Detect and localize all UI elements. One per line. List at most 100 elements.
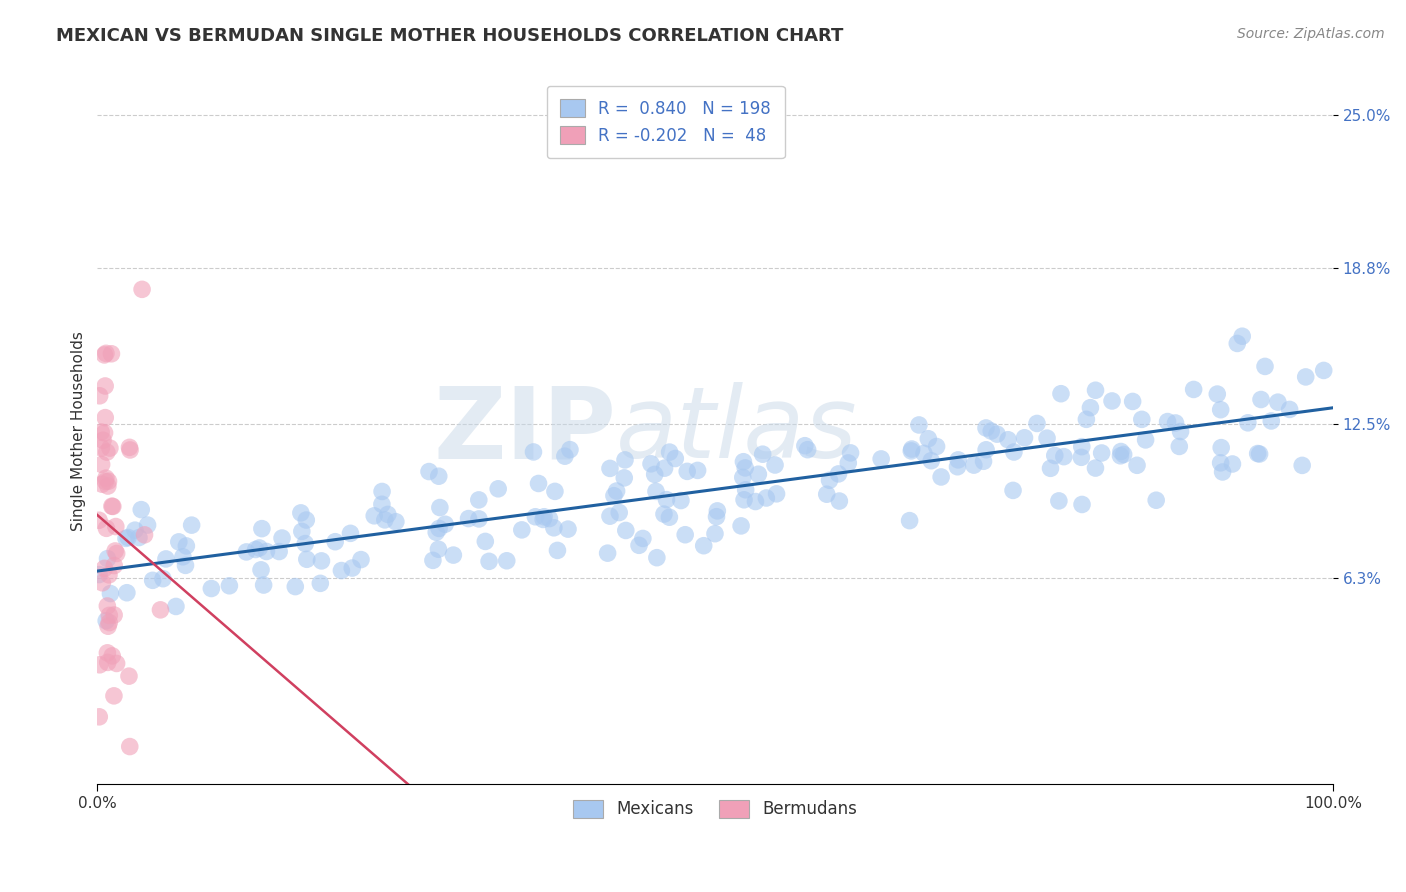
Point: [693, 539, 716, 553]
Point: [374, 513, 396, 527]
Point: [744, 494, 766, 508]
Point: [100, 586, 122, 600]
Point: [1080, 401, 1102, 415]
Point: [350, 552, 373, 566]
Point: [1267, 395, 1289, 409]
Point: [1070, 450, 1092, 465]
Point: [974, 442, 997, 457]
Point: [543, 521, 565, 535]
Point: [654, 461, 676, 475]
Point: [120, 442, 142, 457]
Point: [129, 502, 152, 516]
Point: [733, 492, 755, 507]
Point: [706, 504, 728, 518]
Point: [1091, 446, 1114, 460]
Point: [1260, 414, 1282, 428]
Point: [172, 549, 194, 564]
Point: [751, 447, 773, 461]
Point: [1222, 457, 1244, 471]
Point: [531, 512, 554, 526]
Point: [104, 519, 127, 533]
Point: [117, 531, 139, 545]
Point: [796, 442, 818, 457]
Point: [89, 710, 111, 724]
Point: [1247, 446, 1270, 460]
Point: [839, 446, 862, 460]
Point: [1209, 402, 1232, 417]
Point: [363, 508, 385, 523]
Point: [730, 519, 752, 533]
Point: [103, 607, 125, 622]
Point: [429, 500, 451, 515]
Point: [89, 657, 111, 672]
Point: [165, 599, 187, 614]
Point: [323, 534, 346, 549]
Point: [101, 500, 124, 514]
Point: [557, 522, 579, 536]
Point: [997, 433, 1019, 447]
Point: [1002, 445, 1025, 459]
Point: [1014, 431, 1036, 445]
Point: [628, 538, 651, 552]
Point: [295, 513, 318, 527]
Point: [734, 483, 756, 497]
Point: [118, 739, 141, 754]
Point: [1109, 449, 1132, 463]
Point: [250, 522, 273, 536]
Point: [427, 542, 450, 557]
Point: [91, 477, 114, 491]
Point: [94, 475, 117, 489]
Point: [900, 442, 922, 456]
Point: [247, 541, 270, 555]
Point: [870, 451, 893, 466]
Point: [434, 517, 457, 532]
Point: [1211, 441, 1233, 455]
Point: [90, 425, 112, 439]
Point: [1232, 329, 1254, 343]
Point: [1047, 494, 1070, 508]
Point: [704, 526, 727, 541]
Point: [98, 441, 121, 455]
Point: [290, 506, 312, 520]
Point: [93, 348, 115, 362]
Point: [544, 484, 567, 499]
Point: [180, 518, 202, 533]
Point: [377, 508, 399, 522]
Point: [101, 500, 124, 514]
Point: [96, 521, 118, 535]
Point: [457, 511, 479, 525]
Point: [371, 497, 394, 511]
Point: [613, 471, 636, 485]
Point: [93, 425, 115, 440]
Point: [755, 491, 778, 505]
Point: [827, 467, 849, 481]
Point: [118, 669, 141, 683]
Point: [1122, 394, 1144, 409]
Point: [644, 467, 666, 482]
Point: [640, 457, 662, 471]
Point: [142, 574, 165, 588]
Point: [97, 656, 120, 670]
Point: [929, 470, 952, 484]
Point: [427, 521, 450, 535]
Point: [963, 458, 986, 472]
Point: [291, 524, 314, 539]
Point: [655, 492, 678, 507]
Point: [747, 467, 769, 482]
Point: [1226, 336, 1249, 351]
Point: [920, 453, 942, 467]
Point: [734, 461, 756, 475]
Point: [271, 531, 294, 545]
Point: [478, 554, 501, 568]
Point: [980, 424, 1002, 438]
Y-axis label: Single Mother Households: Single Mother Households: [72, 331, 86, 531]
Point: [908, 417, 931, 432]
Point: [973, 454, 995, 468]
Point: [103, 689, 125, 703]
Point: [1109, 444, 1132, 458]
Point: [96, 551, 118, 566]
Point: [1168, 439, 1191, 453]
Point: [295, 552, 318, 566]
Point: [1084, 461, 1107, 475]
Point: [87, 513, 110, 527]
